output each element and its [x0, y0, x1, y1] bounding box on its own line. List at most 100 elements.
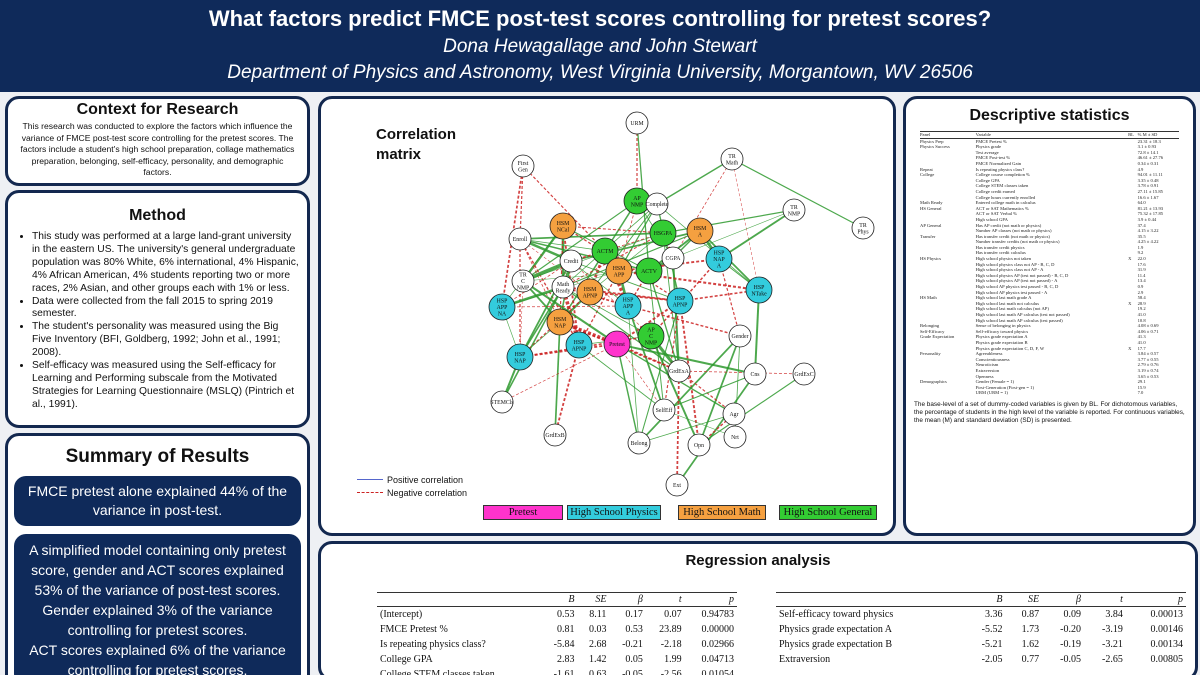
regression-value: 0.77 — [1021, 654, 1040, 665]
regression-value: 0.05 — [625, 654, 643, 665]
node-label: A — [717, 264, 722, 270]
descriptive-cell: Physics Prep — [920, 138, 944, 144]
regression-value: 1.42 — [588, 654, 607, 665]
node-label: HSP — [497, 299, 508, 305]
descriptive-row: High school last math AP calculus (test … — [920, 318, 1179, 324]
regression-value: 0.00805 — [1150, 654, 1184, 665]
regression-row: Extraversion -2.05 0.77 -0.05 -2.65 0.00805 — [776, 652, 1186, 667]
regression-header-row: B SE β t p — [776, 592, 1186, 607]
descriptive-cell: High school AP physics test passed - A — [975, 289, 1048, 295]
descriptive-cell: 19.2 — [1137, 306, 1146, 312]
correlation-title: Correlation matrix — [376, 125, 456, 165]
negative-correlation-edge — [562, 225, 664, 234]
positive-correlation-edge — [698, 335, 741, 446]
node-label: HSM — [694, 226, 707, 232]
node-circle — [665, 473, 689, 497]
descriptive-cell: Physics Success — [920, 144, 950, 150]
descriptive-table: Panel Variable BL % M ± SD Physics Prep F… — [920, 131, 1179, 396]
descriptive-row: FMCE Normalized Gain 0.34 ± 0.31 — [920, 161, 1179, 167]
regression-value: -0.19 — [1060, 639, 1081, 650]
node-label: NMP — [517, 286, 530, 292]
node-circle — [565, 331, 593, 359]
node-label: Enroll — [513, 237, 528, 243]
summary-line: A simplified model containing only prete… — [29, 542, 286, 598]
regression-value: 0.87 — [1021, 609, 1040, 620]
descriptive-cell: ACT or SAT Mathematics % — [975, 205, 1029, 211]
regression-header: B — [541, 592, 578, 607]
regression-value: -5.52 — [981, 624, 1003, 635]
correlation-title-line: Correlation — [376, 126, 457, 143]
category-tag-hs-math: High School Math — [678, 505, 766, 520]
descriptive-cell: 41.0 — [1137, 312, 1146, 317]
descriptive-cell: 9.2 — [1137, 250, 1144, 256]
node-opn: Opn — [687, 433, 711, 457]
node-label: Agr — [729, 412, 738, 418]
node-credit: Credit — [559, 249, 583, 273]
regression-value: 0.94783 — [701, 609, 735, 620]
regression-variable: Is repeating physics class? — [380, 639, 486, 650]
descriptive-cell: High school physics AP (test not passed)… — [975, 272, 1069, 278]
descriptive-row: Neuroticism 2.79 ± 0.76 — [920, 362, 1179, 368]
descriptive-cell: Gender (Female = 1) — [975, 379, 1015, 385]
descriptive-cell: 35.5 — [1137, 233, 1146, 239]
regression-header: β — [1042, 592, 1084, 607]
descriptive-cell: Demographics — [920, 379, 947, 385]
regression-header: t — [1083, 592, 1126, 607]
descriptive-cell: Has AP credit (not math or physics) — [975, 222, 1042, 228]
descriptive-cell: 13.4 — [1137, 278, 1146, 284]
regression-variable: Physics grade expectation A — [779, 624, 893, 635]
descriptive-cell: Openness — [975, 373, 994, 379]
descriptive-row: Physics grade expectation B 41.0 — [920, 340, 1179, 346]
node-gender: Gender — [728, 324, 752, 348]
negative-correlation-edge — [501, 343, 618, 403]
node-circle — [667, 359, 691, 383]
node-label: AP — [633, 196, 640, 202]
descriptive-cell: 41.0 — [1137, 339, 1146, 345]
node-circle — [576, 278, 604, 306]
descriptive-cell: 4.08 ± 0.69 — [1137, 323, 1159, 329]
node-hsgpa: HSGPA — [649, 219, 677, 247]
descriptive-row: Physics grade expectation C, D, F, W X 17.… — [920, 346, 1179, 352]
node-label: TR — [790, 205, 798, 211]
positive-correlation-edge — [616, 343, 640, 444]
descriptive-note: The base-level of a set of dummy-coded v… — [914, 400, 1185, 425]
descriptive-row: HS Physics High school physics not taken X… — [920, 256, 1179, 262]
regression-value: 0.00134 — [1150, 639, 1184, 650]
descriptive-cell: High school physics class not AP - A — [975, 267, 1044, 273]
node-circle — [723, 425, 747, 449]
regression-value: -2.18 — [660, 639, 682, 650]
node-label: GrdExB — [545, 433, 564, 439]
descriptive-cell: Number AP classes (not math or physics) — [975, 228, 1052, 234]
node-cgpa: CGPA — [661, 246, 685, 270]
descriptive-cell: 0.34 ± 0.31 — [1137, 160, 1159, 166]
correlation-panel: URM First Gen TR Math AP NMP Complete TR NMP TR Phy… — [318, 96, 896, 536]
regression-value: 0.07 — [664, 609, 682, 620]
regression-variable: Physics grade expectation B — [779, 639, 893, 650]
regression-header-row: B SE β t p — [377, 592, 737, 607]
descriptive-row: Self-Efficacy Self-efficacy toward physic… — [920, 329, 1179, 335]
descriptive-cell: 4.15 ± 3.22 — [1137, 228, 1159, 234]
descriptive-cell: High school last math AP calculus (test … — [975, 317, 1063, 323]
node-nrt: Nrt — [723, 425, 747, 449]
regression-header: SE — [1005, 592, 1043, 607]
node-actm: ACTM — [591, 237, 619, 265]
descriptive-cell: College hours currently enrolled — [975, 194, 1036, 200]
descriptive-row: High school last math not calculus X 28.9 — [920, 301, 1179, 307]
descriptive-row: Personality Agreeableness 3.84 ± 0.57 — [920, 351, 1179, 357]
legend-negative-label: Negative correlation — [387, 487, 468, 498]
descriptive-row: College GPA 3.35 ± 0.48 — [920, 178, 1179, 184]
descriptive-row: Physics Success Physics grade 3.1 ± 0.93 — [920, 144, 1179, 150]
positive-correlation-edge — [648, 270, 680, 372]
regression-panel: Regression analysis B SE β t p (Intercep… — [318, 541, 1198, 675]
node-label: Ext — [673, 483, 681, 489]
descriptive-title: Descriptive statistics — [969, 107, 1130, 124]
descriptive-row: High school last math calculus (not AP) 1… — [920, 306, 1179, 312]
regression-header: β — [609, 592, 646, 607]
descriptive-header-row: Panel Variable BL % M ± SD — [920, 131, 1179, 139]
descriptive-cell: 37.4 — [1137, 222, 1146, 228]
regression-header: t — [645, 592, 685, 607]
